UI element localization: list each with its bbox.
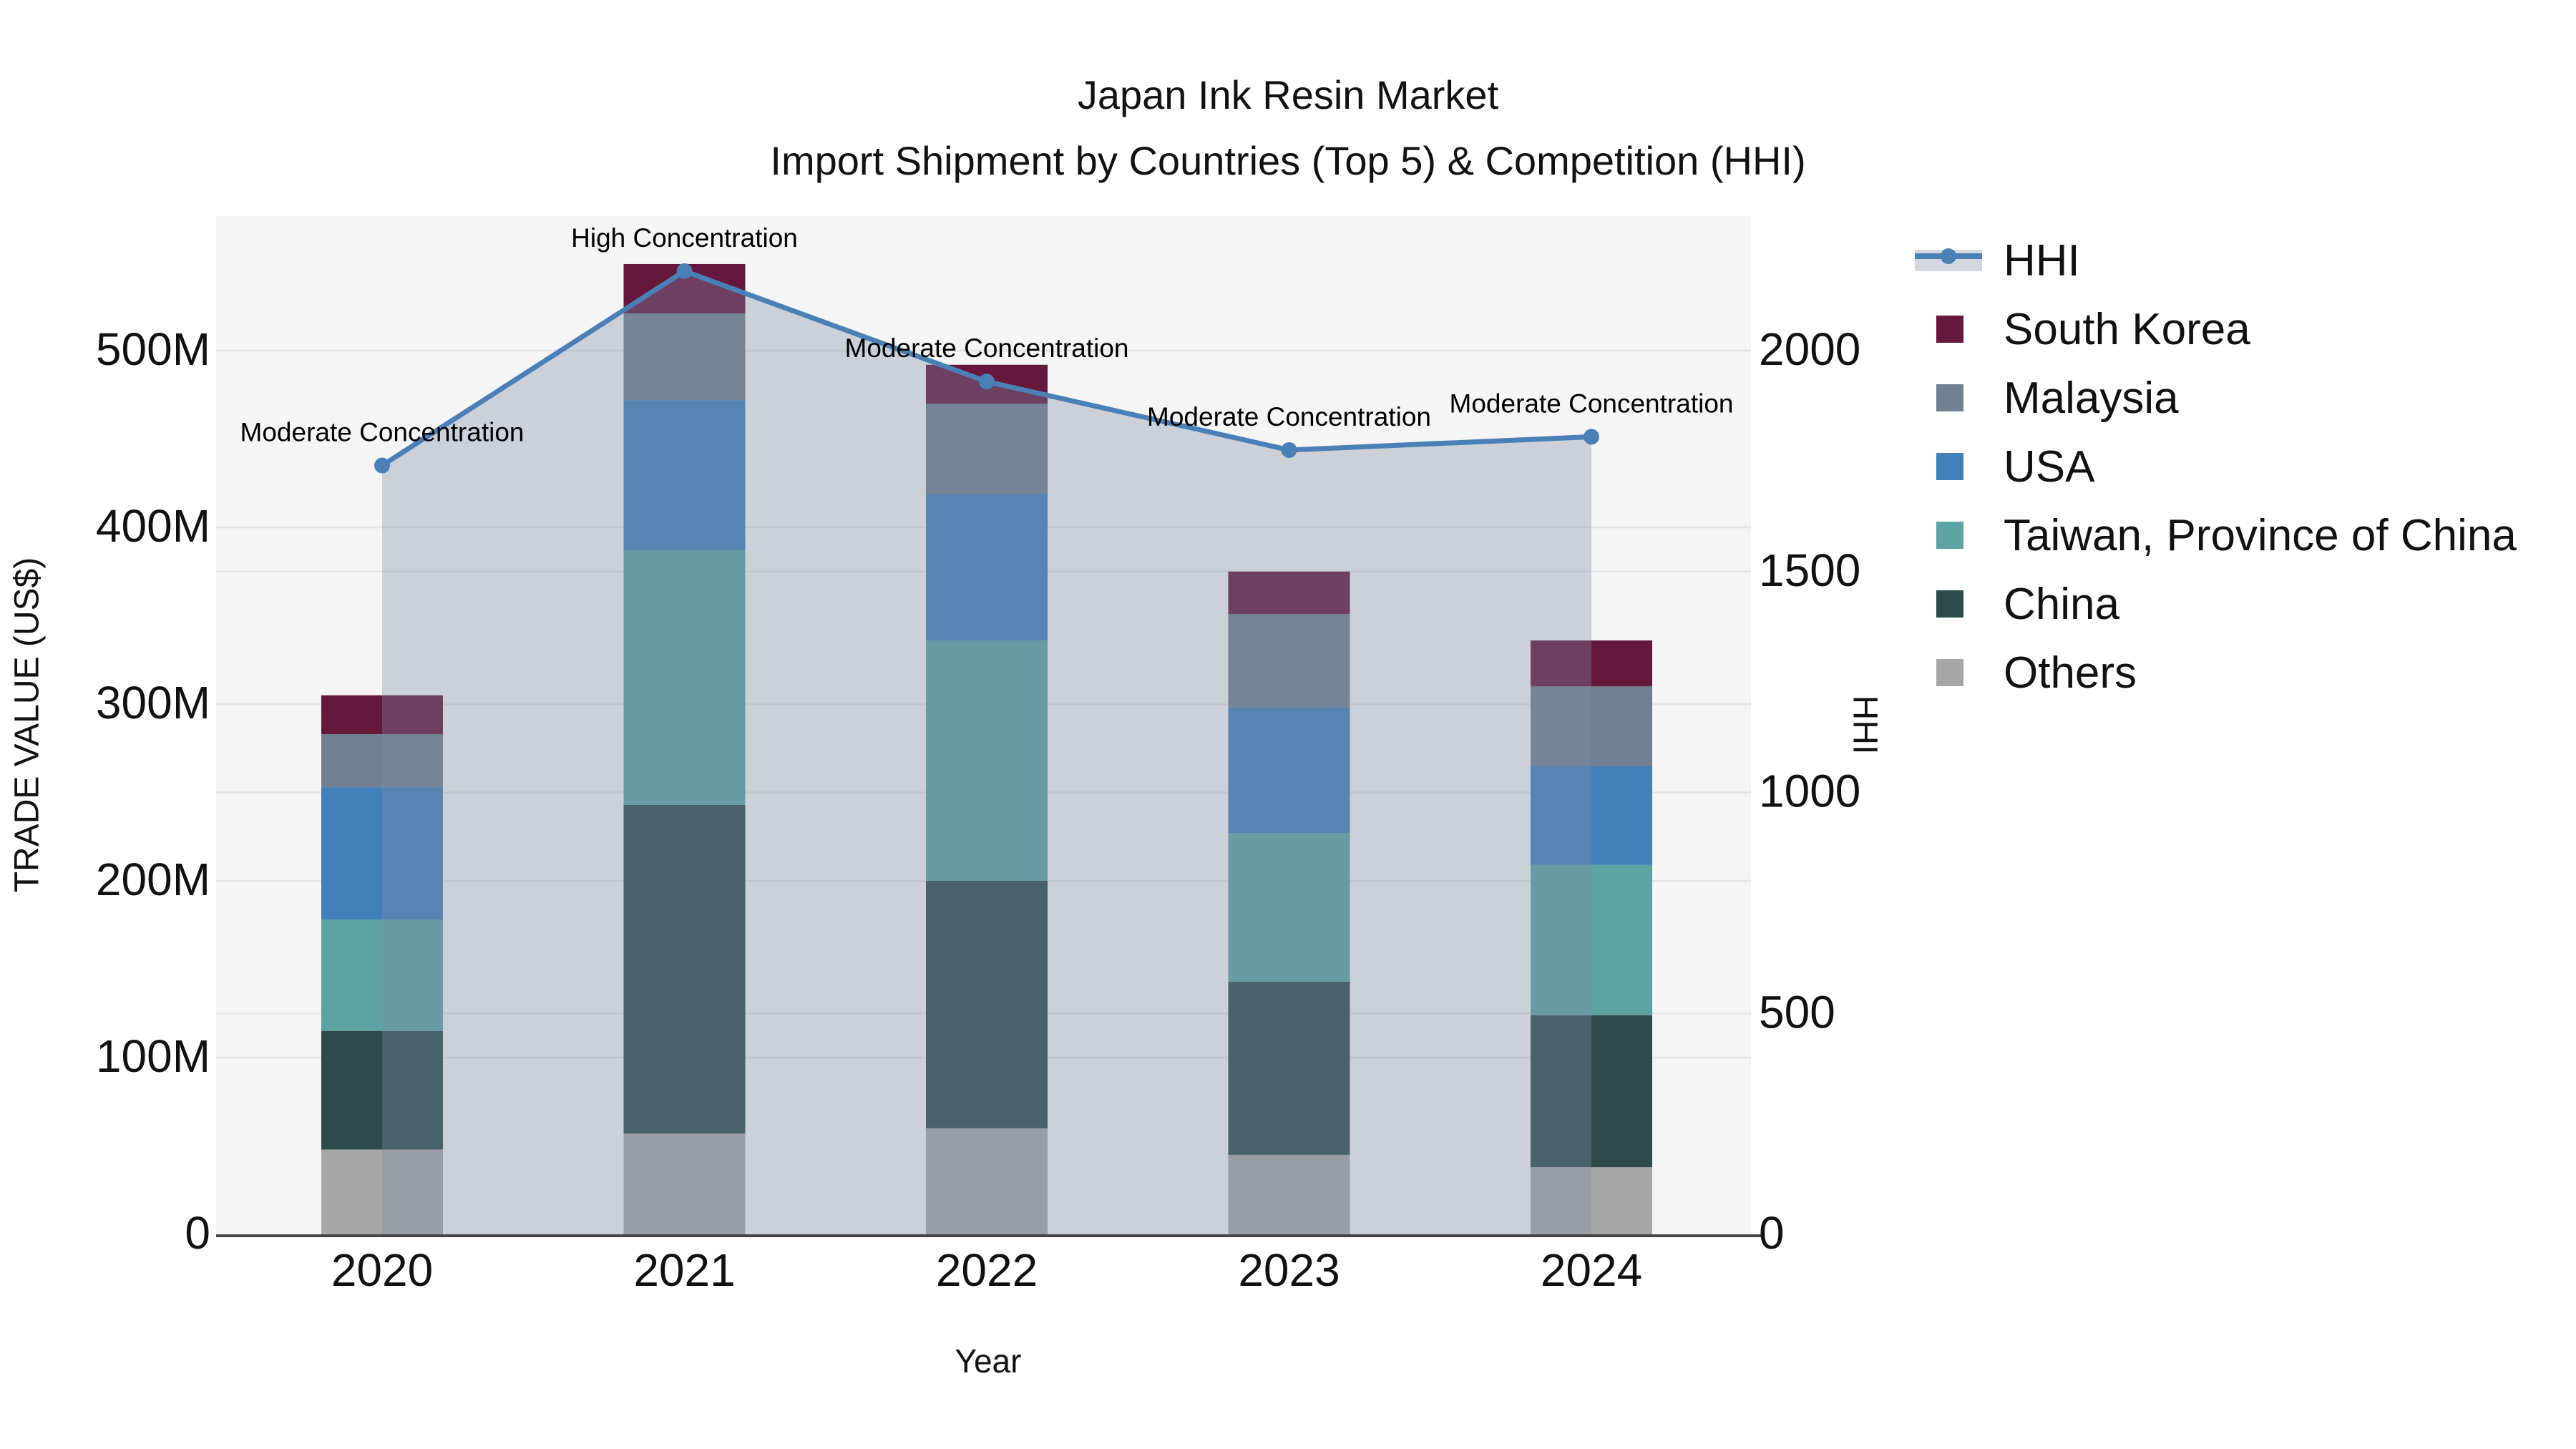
bar-segment-2020 bbox=[321, 1030, 443, 1150]
legend-item: South Korea bbox=[1915, 295, 2517, 364]
hhi-marker bbox=[979, 374, 995, 390]
hhi-marker bbox=[1584, 429, 1599, 445]
bar-segment-2021 bbox=[623, 550, 746, 805]
hhi-annotation: Moderate Concentration bbox=[1450, 389, 1734, 418]
chart-title-line1: Japan Ink Resin Market bbox=[1077, 72, 1499, 117]
y-right-tick-label: 0 bbox=[1759, 1207, 1785, 1259]
hhi-annotation: Moderate Concentration bbox=[1147, 402, 1431, 431]
bar-segment-2022 bbox=[926, 881, 1048, 1128]
bar-segment-2020 bbox=[321, 695, 443, 734]
legend-label: Malaysia bbox=[2004, 373, 2179, 423]
bar-segment-2020 bbox=[321, 733, 443, 788]
y-right-tick-label: 2000 bbox=[1759, 323, 1860, 375]
legend-item: USA bbox=[1915, 432, 2517, 501]
bar-segment-2023 bbox=[1228, 614, 1350, 708]
legend-swatch bbox=[1936, 316, 1963, 343]
x-tick-label: 2020 bbox=[331, 1244, 433, 1296]
hhi-area-fill bbox=[382, 270, 1591, 1235]
bar-segment-2023 bbox=[1228, 1154, 1350, 1234]
legend-label: Taiwan, Province of China bbox=[2004, 510, 2517, 560]
x-tick-label: 2022 bbox=[936, 1244, 1038, 1296]
legend-item: China bbox=[1915, 570, 2517, 638]
bar-segment-2024 bbox=[1531, 1167, 1652, 1234]
legend-hhi-line-icon bbox=[1915, 248, 2004, 271]
y-axis-left-title: TRADE VALUE (US$) bbox=[8, 557, 47, 893]
legend-swatch-container bbox=[1915, 522, 2004, 549]
legend-label: Others bbox=[2004, 648, 2137, 698]
y-right-tick-label: 1000 bbox=[1759, 766, 1860, 817]
y-axis-right-title: HHI bbox=[1845, 695, 1884, 755]
x-tick-label: 2023 bbox=[1238, 1244, 1340, 1296]
y-right-tick-label: 500 bbox=[1759, 986, 1835, 1038]
y-right-tick-label: 1500 bbox=[1759, 545, 1860, 596]
bar-segment-2020 bbox=[321, 919, 443, 1031]
chart-title-line2: Import Shipment by Countries (Top 5) & C… bbox=[770, 138, 1806, 183]
bar-segment-2023 bbox=[1228, 707, 1350, 834]
bar-segment-2023 bbox=[1228, 571, 1350, 615]
bar-segment-2021 bbox=[623, 313, 746, 401]
legend-swatch bbox=[1936, 659, 1963, 686]
bar-segment-2023 bbox=[1228, 833, 1350, 982]
bar-segment-2021 bbox=[623, 400, 746, 551]
bar-segment-2024 bbox=[1531, 686, 1652, 766]
hhi-annotation: Moderate Concentration bbox=[240, 418, 525, 447]
y-left-tick-label: 500M bbox=[96, 323, 210, 375]
legend-label: USA bbox=[2004, 441, 2095, 492]
legend-swatch bbox=[1936, 522, 1963, 549]
legend-hhi-marker bbox=[1941, 248, 1956, 264]
legend-swatch bbox=[1936, 590, 1963, 618]
bar-segment-2023 bbox=[1228, 981, 1350, 1155]
hhi-marker bbox=[374, 457, 390, 474]
y-left-tick-label: 300M bbox=[96, 677, 210, 728]
y-left-tick-label: 0 bbox=[185, 1207, 210, 1259]
x-tick-label: 2024 bbox=[1541, 1244, 1642, 1296]
y-left-tick-label: 100M bbox=[96, 1030, 210, 1082]
bar-segment-2021 bbox=[623, 804, 746, 1134]
hhi-marker bbox=[676, 263, 693, 279]
bar-segment-2022 bbox=[926, 1128, 1048, 1234]
bar-segment-2020 bbox=[321, 1149, 443, 1234]
bar-segment-2024 bbox=[1531, 640, 1652, 687]
hhi-annotation: Moderate Concentration bbox=[845, 333, 1129, 363]
legend-swatch-container bbox=[1915, 384, 2004, 411]
bar-segment-2024 bbox=[1531, 864, 1652, 1015]
legend-label: South Korea bbox=[2004, 304, 2250, 354]
legend-label: HHI bbox=[2004, 235, 2080, 286]
legend-swatch bbox=[1936, 384, 1963, 411]
bar-segment-2022 bbox=[926, 640, 1048, 881]
bar-segment-2021 bbox=[623, 1133, 746, 1234]
hhi-marker bbox=[1281, 441, 1297, 458]
chart-legend: HHI South Korea Malaysia USA Taiwan, Provinc… bbox=[1915, 226, 2517, 707]
bar-segment-2020 bbox=[321, 787, 443, 920]
bar-segment-2024 bbox=[1531, 766, 1652, 865]
legend-swatch-container bbox=[1915, 659, 2004, 686]
legend-item: Others bbox=[1915, 638, 2517, 707]
legend-swatch-container bbox=[1915, 453, 2004, 480]
y-left-tick-label: 400M bbox=[96, 500, 210, 552]
x-axis-title: Year bbox=[955, 1342, 1022, 1380]
legend-item: HHI bbox=[1915, 226, 2517, 295]
bar-segment-2022 bbox=[926, 404, 1048, 494]
legend-swatch-container bbox=[1915, 590, 2004, 618]
legend-item: Taiwan, Province of China bbox=[1915, 501, 2517, 570]
legend-label: China bbox=[2004, 579, 2119, 629]
legend-swatch bbox=[1936, 453, 1963, 480]
legend-swatch-container bbox=[1915, 316, 2004, 343]
x-tick-label: 2021 bbox=[633, 1244, 735, 1296]
legend-item: Malaysia bbox=[1915, 364, 2517, 432]
legend-hhi-band bbox=[1915, 248, 1982, 271]
bar-segment-2022 bbox=[926, 494, 1048, 641]
hhi-annotation: High Concentration bbox=[571, 223, 798, 253]
bar-segment-2024 bbox=[1531, 1015, 1652, 1168]
y-left-tick-label: 200M bbox=[96, 854, 210, 905]
